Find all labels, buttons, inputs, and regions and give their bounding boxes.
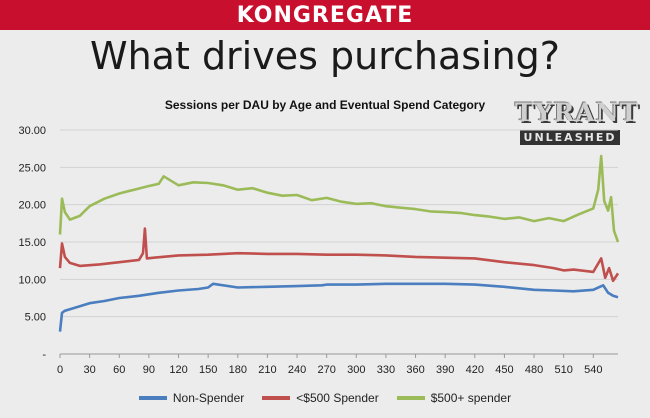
legend-item-500-spender: <$500 Spender — [262, 388, 379, 408]
x-tick-label: 540 — [584, 364, 602, 376]
slide-title: What drives purchasing? — [90, 34, 560, 78]
legend-label: <$500 Spender — [296, 391, 379, 405]
y-tick-label: 5.00 — [25, 312, 46, 324]
legend-swatch — [138, 396, 167, 400]
x-tick-label: 180 — [229, 364, 247, 376]
x-tick-label: 300 — [347, 364, 365, 376]
x-tick-label: 120 — [169, 364, 187, 376]
y-tick-label: 30.00 — [18, 125, 46, 137]
game-logo: TYRANT UNLEASHED — [515, 98, 640, 156]
y-tick-label: 25.00 — [18, 162, 46, 174]
x-tick-label: 510 — [555, 364, 573, 376]
x-tick-label: 480 — [525, 364, 543, 376]
x-tick-label: 60 — [113, 364, 125, 376]
legend-label: $500+ spender — [430, 391, 512, 405]
brand-bar: KONGREGATE — [0, 0, 650, 30]
x-tick-label: 30 — [84, 364, 96, 376]
x-tick-label: 150 — [199, 364, 217, 376]
x-tick-label: 450 — [495, 364, 513, 376]
chart-legend: Non-Spender <$500 Spender $500+ spender — [0, 388, 650, 408]
chart-title: Sessions per DAU by Age and Eventual Spe… — [165, 98, 486, 112]
x-tick-label: 420 — [466, 364, 484, 376]
game-logo-main: TYRANT — [515, 98, 640, 127]
series-lines — [58, 154, 620, 332]
legend-swatch — [262, 396, 291, 400]
y-tick-label: 10.00 — [18, 274, 46, 286]
legend-item-500-spender: $500+ spender — [396, 388, 512, 408]
legend-item-non-spender: Non-Spender — [138, 388, 245, 408]
series-line-non-spender — [58, 282, 619, 332]
x-tick-label: 270 — [317, 364, 335, 376]
x-tick-label: 210 — [258, 364, 276, 376]
game-logo-sub: UNLEASHED — [519, 130, 621, 145]
x-tick-label: 330 — [377, 364, 395, 376]
brand-logo-text: KONGREGATE — [236, 2, 414, 28]
legend-label: Non-Spender — [172, 391, 245, 405]
axes: - 5.00 10.00 15.00 20.00 25.00 30.00 0 30 60 90 120… — [18, 125, 618, 376]
series-line-500-spender — [58, 154, 620, 243]
x-tick-label: 240 — [288, 364, 306, 376]
x-tick-label: 0 — [57, 364, 63, 376]
legend-swatch — [396, 396, 425, 400]
x-tick-label: 360 — [406, 364, 424, 376]
y-tick-label: 20.00 — [18, 200, 46, 212]
x-tick-label: 90 — [143, 364, 155, 376]
x-tick-label: 390 — [436, 364, 454, 376]
series-line-500-spender — [58, 227, 620, 283]
y-tick-label: - — [42, 349, 46, 361]
y-tick-label: 15.00 — [18, 237, 46, 249]
